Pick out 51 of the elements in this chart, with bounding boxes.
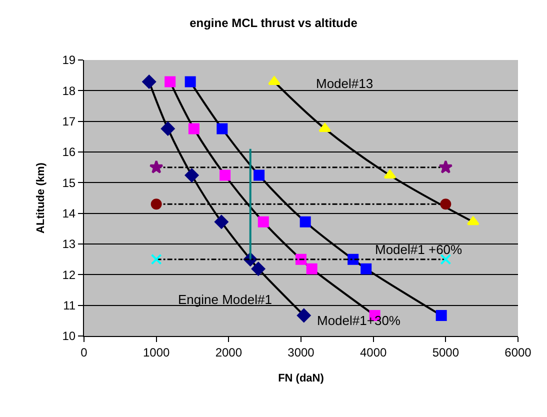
series-label: Model#1 +60% (375, 242, 463, 257)
point (142, 74, 156, 89)
point (360, 263, 372, 274)
point (300, 216, 311, 228)
x-tick-label: 4000 (360, 345, 387, 360)
y-tick-label: 11 (63, 298, 76, 313)
y-tick-label: 17 (62, 114, 76, 129)
point (254, 170, 265, 181)
y-tick-label: 19 (62, 53, 76, 68)
x-tick-label: 3000 (288, 345, 315, 360)
y-tick-label: 12 (62, 268, 76, 282)
y-tick-label: 16 (62, 145, 76, 160)
point (184, 168, 199, 182)
point (436, 310, 447, 321)
point (150, 198, 162, 210)
point (438, 160, 453, 174)
y-tick-label: 18 (62, 84, 76, 98)
series-label: Engine Model#1 (178, 292, 272, 307)
point (149, 160, 164, 174)
point (297, 308, 311, 322)
point (268, 76, 280, 86)
point (220, 170, 231, 181)
x-tick-label: 0 (80, 345, 88, 360)
x-axis-title: FN (daN) (278, 372, 324, 385)
point (466, 216, 480, 226)
point (348, 254, 359, 265)
point (258, 216, 269, 228)
y-tick-label: 13 (62, 237, 76, 252)
point (440, 254, 452, 265)
series-label: Model#13 (316, 76, 374, 91)
point (188, 123, 200, 134)
point (251, 262, 266, 276)
point (216, 123, 228, 134)
series-label: Model#1+30% (317, 313, 401, 328)
y-axis-title: ALtitude (km) (34, 162, 47, 234)
y-tick-label: 14 (62, 206, 76, 221)
x-tick-label: 1000 (142, 345, 170, 360)
point (214, 215, 228, 229)
x-tick-label: 2000 (215, 345, 242, 360)
y-tick-label: 10 (62, 329, 76, 344)
x-tick-label: 5000 (432, 345, 460, 360)
y-tick-label: 15 (62, 176, 76, 190)
point (150, 254, 162, 265)
x-tick-label: 6000 (504, 345, 532, 360)
point (161, 122, 175, 136)
point (440, 198, 452, 210)
point (384, 170, 396, 179)
chart-title: engine MCL thrust vs altitude (190, 16, 358, 30)
point (306, 263, 318, 274)
point (164, 76, 176, 88)
point (184, 76, 196, 88)
